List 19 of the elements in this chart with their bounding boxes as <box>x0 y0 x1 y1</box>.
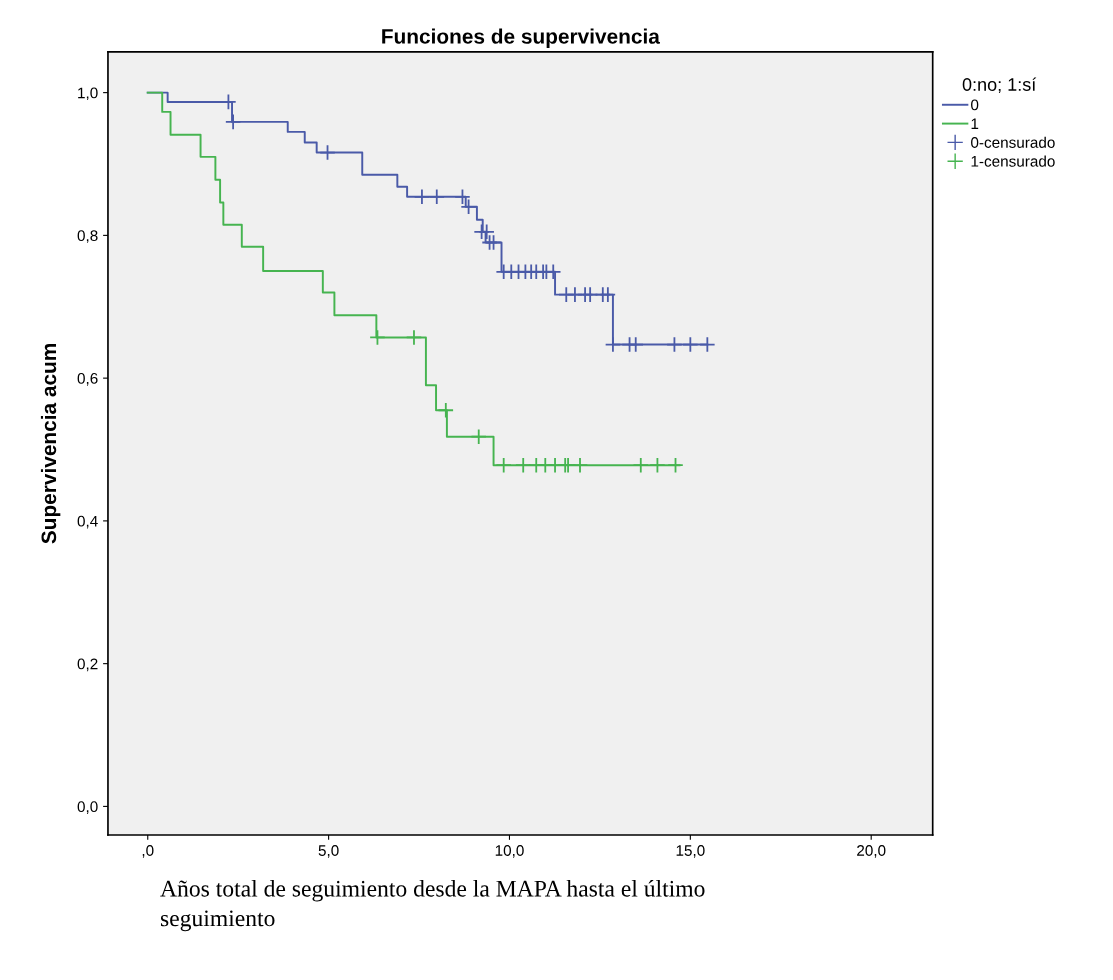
x-tick-label: 10,0 <box>495 845 524 858</box>
y-tick-label: 0,0 <box>77 801 98 814</box>
y-tick-label: 0,4 <box>77 515 98 529</box>
x-tick-label: 15,0 <box>676 845 705 858</box>
legend-title: 0:no; 1:sí <box>962 77 1037 94</box>
legend-label: 0-censurado <box>971 136 1055 148</box>
chart-title: Funciones de supervivencia <box>382 28 660 48</box>
x-tick-label: 20,0 <box>857 845 886 858</box>
x-tick-label: 5,0 <box>318 845 339 858</box>
y-tick-label: 0,6 <box>77 373 98 386</box>
y-tick-label: 1,0 <box>78 87 98 101</box>
y-tick-label: 0,2 <box>77 658 98 672</box>
x-axis-title: Años total de seguimiento desde la MAPA hasta el último seguimiento <box>160 880 705 932</box>
legend-label: 0 <box>971 99 979 111</box>
x-tick-label: ,0 <box>142 845 154 858</box>
y-tick-label: 0,8 <box>77 230 98 243</box>
legend-label: 1-censurado <box>971 155 1055 167</box>
y-axis-title: Supervivencia acum <box>40 343 61 544</box>
legend-label: 1 <box>971 118 979 129</box>
